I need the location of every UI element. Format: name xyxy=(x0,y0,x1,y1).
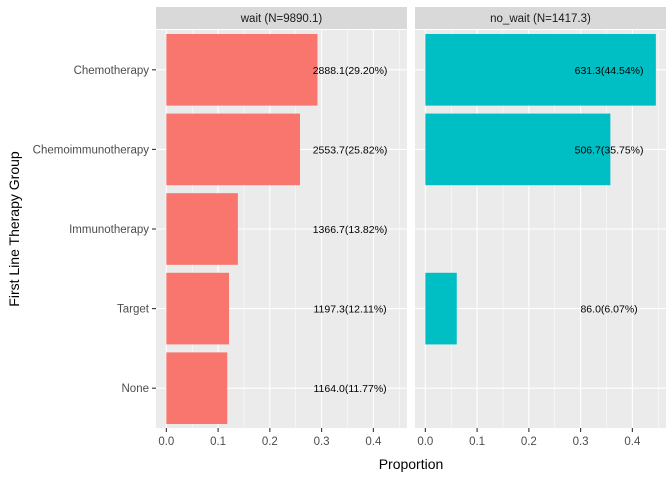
x-axis-title: Proportion xyxy=(379,456,444,472)
bar-label: 1197.3(12.11%) xyxy=(313,304,386,316)
x-tick-label: 0.2 xyxy=(521,436,537,448)
panel-1: wait (N=9890.1) 2888.1(29.20%) 2553.7(25.8… xyxy=(156,7,407,448)
y-tick-label: Chemotherapy xyxy=(74,65,150,77)
bar-target xyxy=(425,272,457,345)
x-tick-label: 0.1 xyxy=(469,436,485,448)
bar-label: 1164.0(11.77%) xyxy=(313,383,386,395)
facet-strip xyxy=(156,7,407,29)
x-tick-label: 0.3 xyxy=(314,436,330,448)
x-tick-label: 0.0 xyxy=(158,436,174,448)
panel-2: no_wait (N=1417.3) 631.3(44.54%) 506.7(35.… xyxy=(415,7,666,448)
y-tick-label: Target xyxy=(117,304,150,316)
facet-title: wait (N=9890.1) xyxy=(240,13,323,25)
bar-chemotherapy xyxy=(166,33,318,106)
bar-label: 2888.1(29.20%) xyxy=(313,65,388,77)
y-tick-label: Immunotherapy xyxy=(69,224,149,236)
x-tick-label: 0.2 xyxy=(262,436,278,448)
bar-target xyxy=(166,272,230,345)
facet-strip xyxy=(415,7,666,29)
x-tick-label: 0.1 xyxy=(210,436,226,448)
facet-title: no_wait (N=1417.3) xyxy=(490,13,591,25)
bar-label: 631.3(44.54%) xyxy=(575,65,644,77)
y-tick-label: Chemoimmunotherapy xyxy=(33,144,150,156)
x-tick-label: 0.3 xyxy=(573,436,589,448)
bar-chemotherapy xyxy=(425,33,656,106)
x-tick-label: 0.0 xyxy=(417,436,433,448)
y-axis-title: First Line Therapy Group xyxy=(6,151,22,307)
bar-label: 2553.7(25.82%) xyxy=(313,144,388,156)
bar-none xyxy=(166,352,228,425)
bar-label: 506.7(35.75%) xyxy=(575,144,644,156)
bar-chemoimmunotherapy xyxy=(425,113,611,186)
bar-label: 86.0(6.07%) xyxy=(580,304,637,316)
bar-label: 1366.7(13.82%) xyxy=(313,224,388,236)
x-tick-label: 0.4 xyxy=(365,436,382,448)
y-tick-label: None xyxy=(122,383,150,395)
x-tick-label: 0.4 xyxy=(624,436,641,448)
bar-immunotherapy xyxy=(166,193,238,265)
bar-chemoimmunotherapy xyxy=(166,113,300,186)
